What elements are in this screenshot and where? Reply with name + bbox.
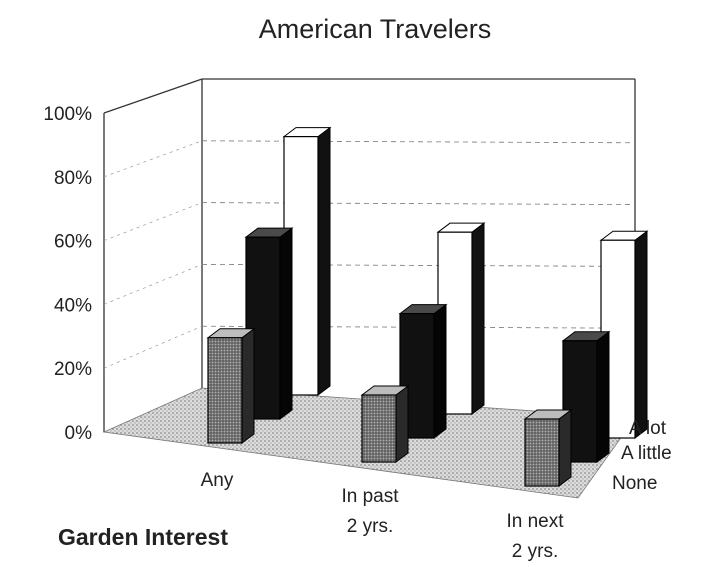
x-axis-title: Garden Interest [58,524,228,550]
y-tick-label: 60% [54,232,92,253]
side-gridline [103,264,203,305]
gridlines [103,140,636,369]
bar-side [558,409,572,487]
y-tick-label: 0% [65,423,93,444]
bar-side [241,327,255,444]
bar [282,126,332,396]
bar-side [471,222,485,415]
series-label: A lot [629,418,667,439]
bar-side [279,227,293,420]
bar-side [395,385,409,463]
series-label: A little [621,443,672,464]
side-gridline [103,325,203,369]
bar-side [317,126,331,396]
chart-title: American Travelers [259,14,492,44]
bar [398,303,448,439]
side-gridline [103,202,203,241]
series-label: None [612,473,657,494]
bar [523,409,573,487]
bar-side [634,230,648,439]
bar [206,327,256,444]
y-tick-label: 20% [54,359,92,380]
y-tick-label: 100% [43,104,92,125]
x-tick-label: Any [201,470,234,491]
side-wall-top-edge [103,78,203,114]
bar-face [207,337,243,444]
bar-face [361,394,397,463]
series-depth-labels: None A little A lot [612,418,672,494]
x-tick-label: In next 2 yrs. [506,511,564,562]
bars [206,126,649,487]
y-tick-label: 80% [54,168,92,189]
x-tick-label: In past 2 yrs. [341,486,399,537]
bar [436,222,486,415]
bar-face [524,418,560,487]
bar-side [433,303,447,439]
gridline [201,202,636,206]
side-gridline [103,140,203,178]
gridline [201,140,636,144]
chart-frame [103,78,636,432]
x-axis-tick-labels: Any In past 2 yrs. In next 2 yrs. [201,470,565,562]
bar [360,385,410,463]
bar-side [596,330,610,463]
y-axis-ticks: 0% 20% 40% 60% 80% 100% [43,104,92,444]
y-tick-label: 40% [54,295,92,316]
